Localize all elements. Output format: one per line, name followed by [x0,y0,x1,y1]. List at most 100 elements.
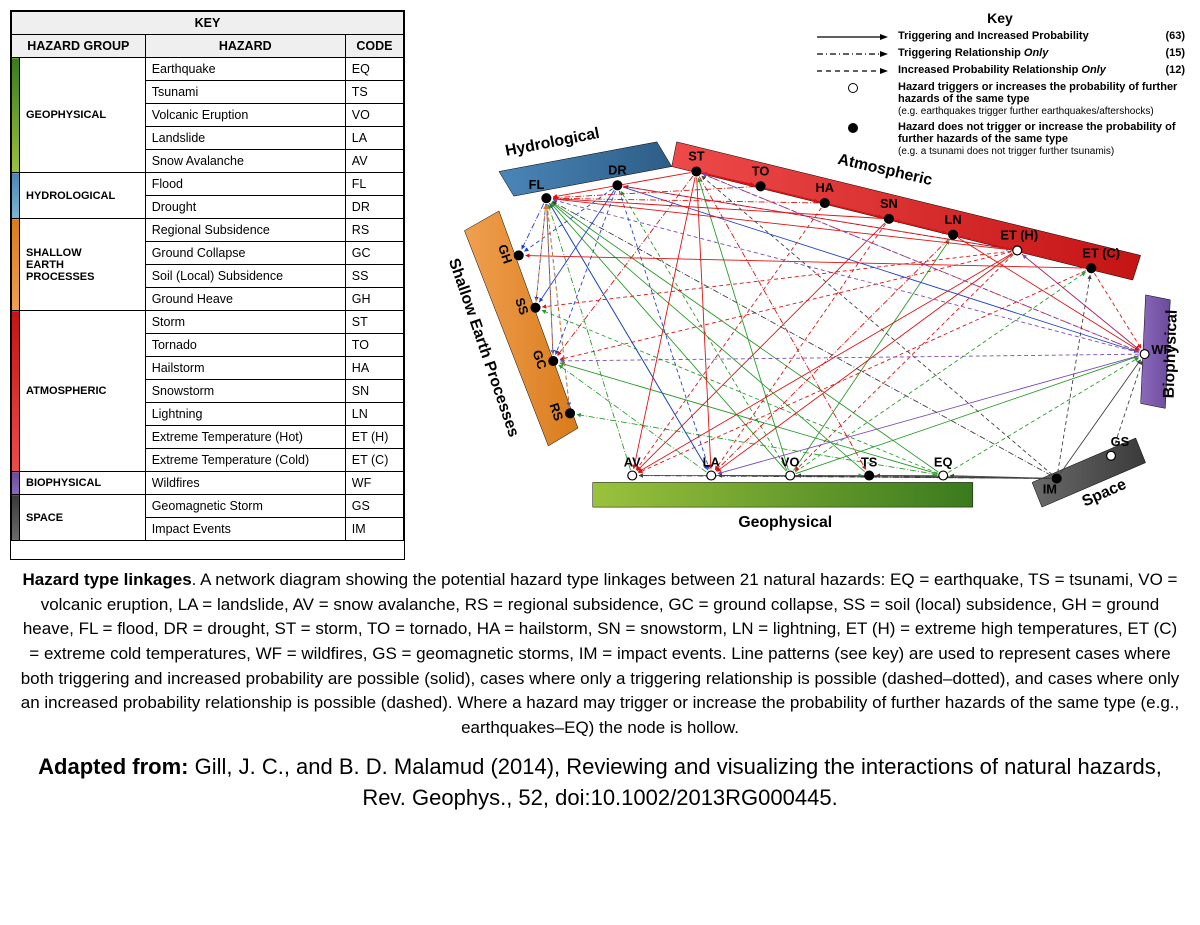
hazard-name: Wildfires [145,472,345,495]
edge [717,254,1013,471]
group-color-strip [12,58,20,173]
group-name: SHALLOWEARTHPROCESSES [20,219,146,311]
legend: Key Triggering and Increased Probability… [815,10,1185,160]
citation-prefix: Adapted from: [38,754,194,779]
edge [636,208,821,470]
hazard-node [949,230,958,239]
col-code: CODE [345,35,403,58]
legend-line-row: Triggering Relationship Only (15) [815,47,1185,61]
hazard-name: Impact Events [145,518,345,541]
hazard-code: RS [345,219,403,242]
hazard-code: DR [345,196,403,219]
table-row: BIOPHYSICALWildfiresWF [12,472,404,495]
group-name: GEOPHYSICAL [20,58,146,173]
node-label: TO [752,163,770,178]
legend-node-label: Hazard triggers or increases the probabi… [898,81,1185,118]
hazard-name: Lightning [145,403,345,426]
hazard-name: Regional Subsidence [145,219,345,242]
node-label: HA [815,180,834,195]
group-color-strip [12,311,20,472]
hazard-name: Tornado [145,334,345,357]
hazard-name: Hailstorm [145,357,345,380]
group-color-strip [12,495,20,541]
legend-line-label: Triggering and Increased Probability [898,30,1147,42]
col-group: HAZARD GROUP [12,35,146,58]
node-label: EQ [934,455,953,470]
hazard-node [628,471,637,480]
node-label: WF [1151,342,1171,357]
node-label: LA [703,455,720,470]
edge [542,310,938,473]
caption-lead: Hazard type linkages [23,570,192,589]
hazard-code: AV [345,150,403,173]
hazard-name: Flood [145,173,345,196]
legend-line-label: Triggering Relationship Only [898,47,1147,59]
node-label: AV [624,455,641,470]
node-label: ET (H) [1000,228,1038,243]
hazard-name: Landslide [145,127,345,150]
node-label: ST [688,149,705,164]
hazard-code: EQ [345,58,403,81]
edge [716,239,949,471]
edge [539,190,614,302]
top-region: KEYHAZARD GROUPHAZARDCODEGEOPHYSICALEart… [10,10,1190,560]
hazard-name: Storm [145,311,345,334]
hazard-code: TO [345,334,403,357]
edge [542,251,1011,307]
legend-line-count: (12) [1155,64,1185,76]
legend-line-row: Triggering and Increased Probability (63… [815,30,1185,44]
caption-body: . A network diagram showing the potentia… [21,570,1180,737]
hazard-node [1087,264,1096,273]
hazard-code: ET (H) [345,426,403,449]
legend-line-count: (63) [1155,30,1185,42]
edges [522,173,1143,479]
hazard-name: Extreme Temperature (Cold) [145,449,345,472]
edge [551,203,786,471]
node-symbol [848,123,858,133]
hazard-node [939,471,948,480]
group-label: Geophysical [738,514,832,531]
node-label: DR [608,162,627,177]
hazard-node [756,182,765,191]
edge [1058,275,1090,473]
hazard-code: GS [345,495,403,518]
node-label: SN [880,196,898,211]
edge [638,253,1012,472]
hazard-node [865,471,874,480]
hazard-code: SN [345,380,403,403]
col-hazard: HAZARD [145,35,345,58]
node-label: ET (C) [1082,245,1120,260]
hazard-code: VO [345,104,403,127]
group-name: SPACE [20,495,146,541]
hazard-node [692,167,701,176]
node-label: TS [861,455,878,470]
edge [522,203,544,249]
edge [637,223,885,471]
group-color-strip [12,472,20,495]
table-row: SHALLOWEARTHPROCESSESRegional Subsidence… [12,219,404,242]
edge [619,191,709,469]
legend-line-label: Increased Probability Relationship Only [898,64,1147,76]
hazard-name: Volcanic Eruption [145,104,345,127]
citation-text: Gill, J. C., and B. D. Malamud (2014), R… [195,754,1162,810]
group-bar [672,142,1141,280]
hazard-name: Extreme Temperature (Hot) [145,426,345,449]
hazard-name: Snowstorm [145,380,345,403]
group-color-strip [12,219,20,311]
hazard-name: Ground Heave [145,288,345,311]
edge [560,363,938,474]
hazard-code: LN [345,403,403,426]
hazard-node [542,194,551,203]
hazard-node [884,214,893,223]
table-row: HYDROLOGICALFloodFL [12,173,404,196]
hazard-code: GC [345,242,403,265]
edge [560,354,1138,361]
edge [794,240,950,470]
hazard-name: Geomagnetic Storm [145,495,345,518]
hazard-node [1013,246,1022,255]
legend-node-row: Hazard does not trigger or increase the … [815,121,1185,158]
hazard-code: ET (C) [345,449,403,472]
hazard-name: Soil (Local) Subsidence [145,265,345,288]
group-label: Hydrological [504,125,601,160]
hazard-node [1140,350,1149,359]
